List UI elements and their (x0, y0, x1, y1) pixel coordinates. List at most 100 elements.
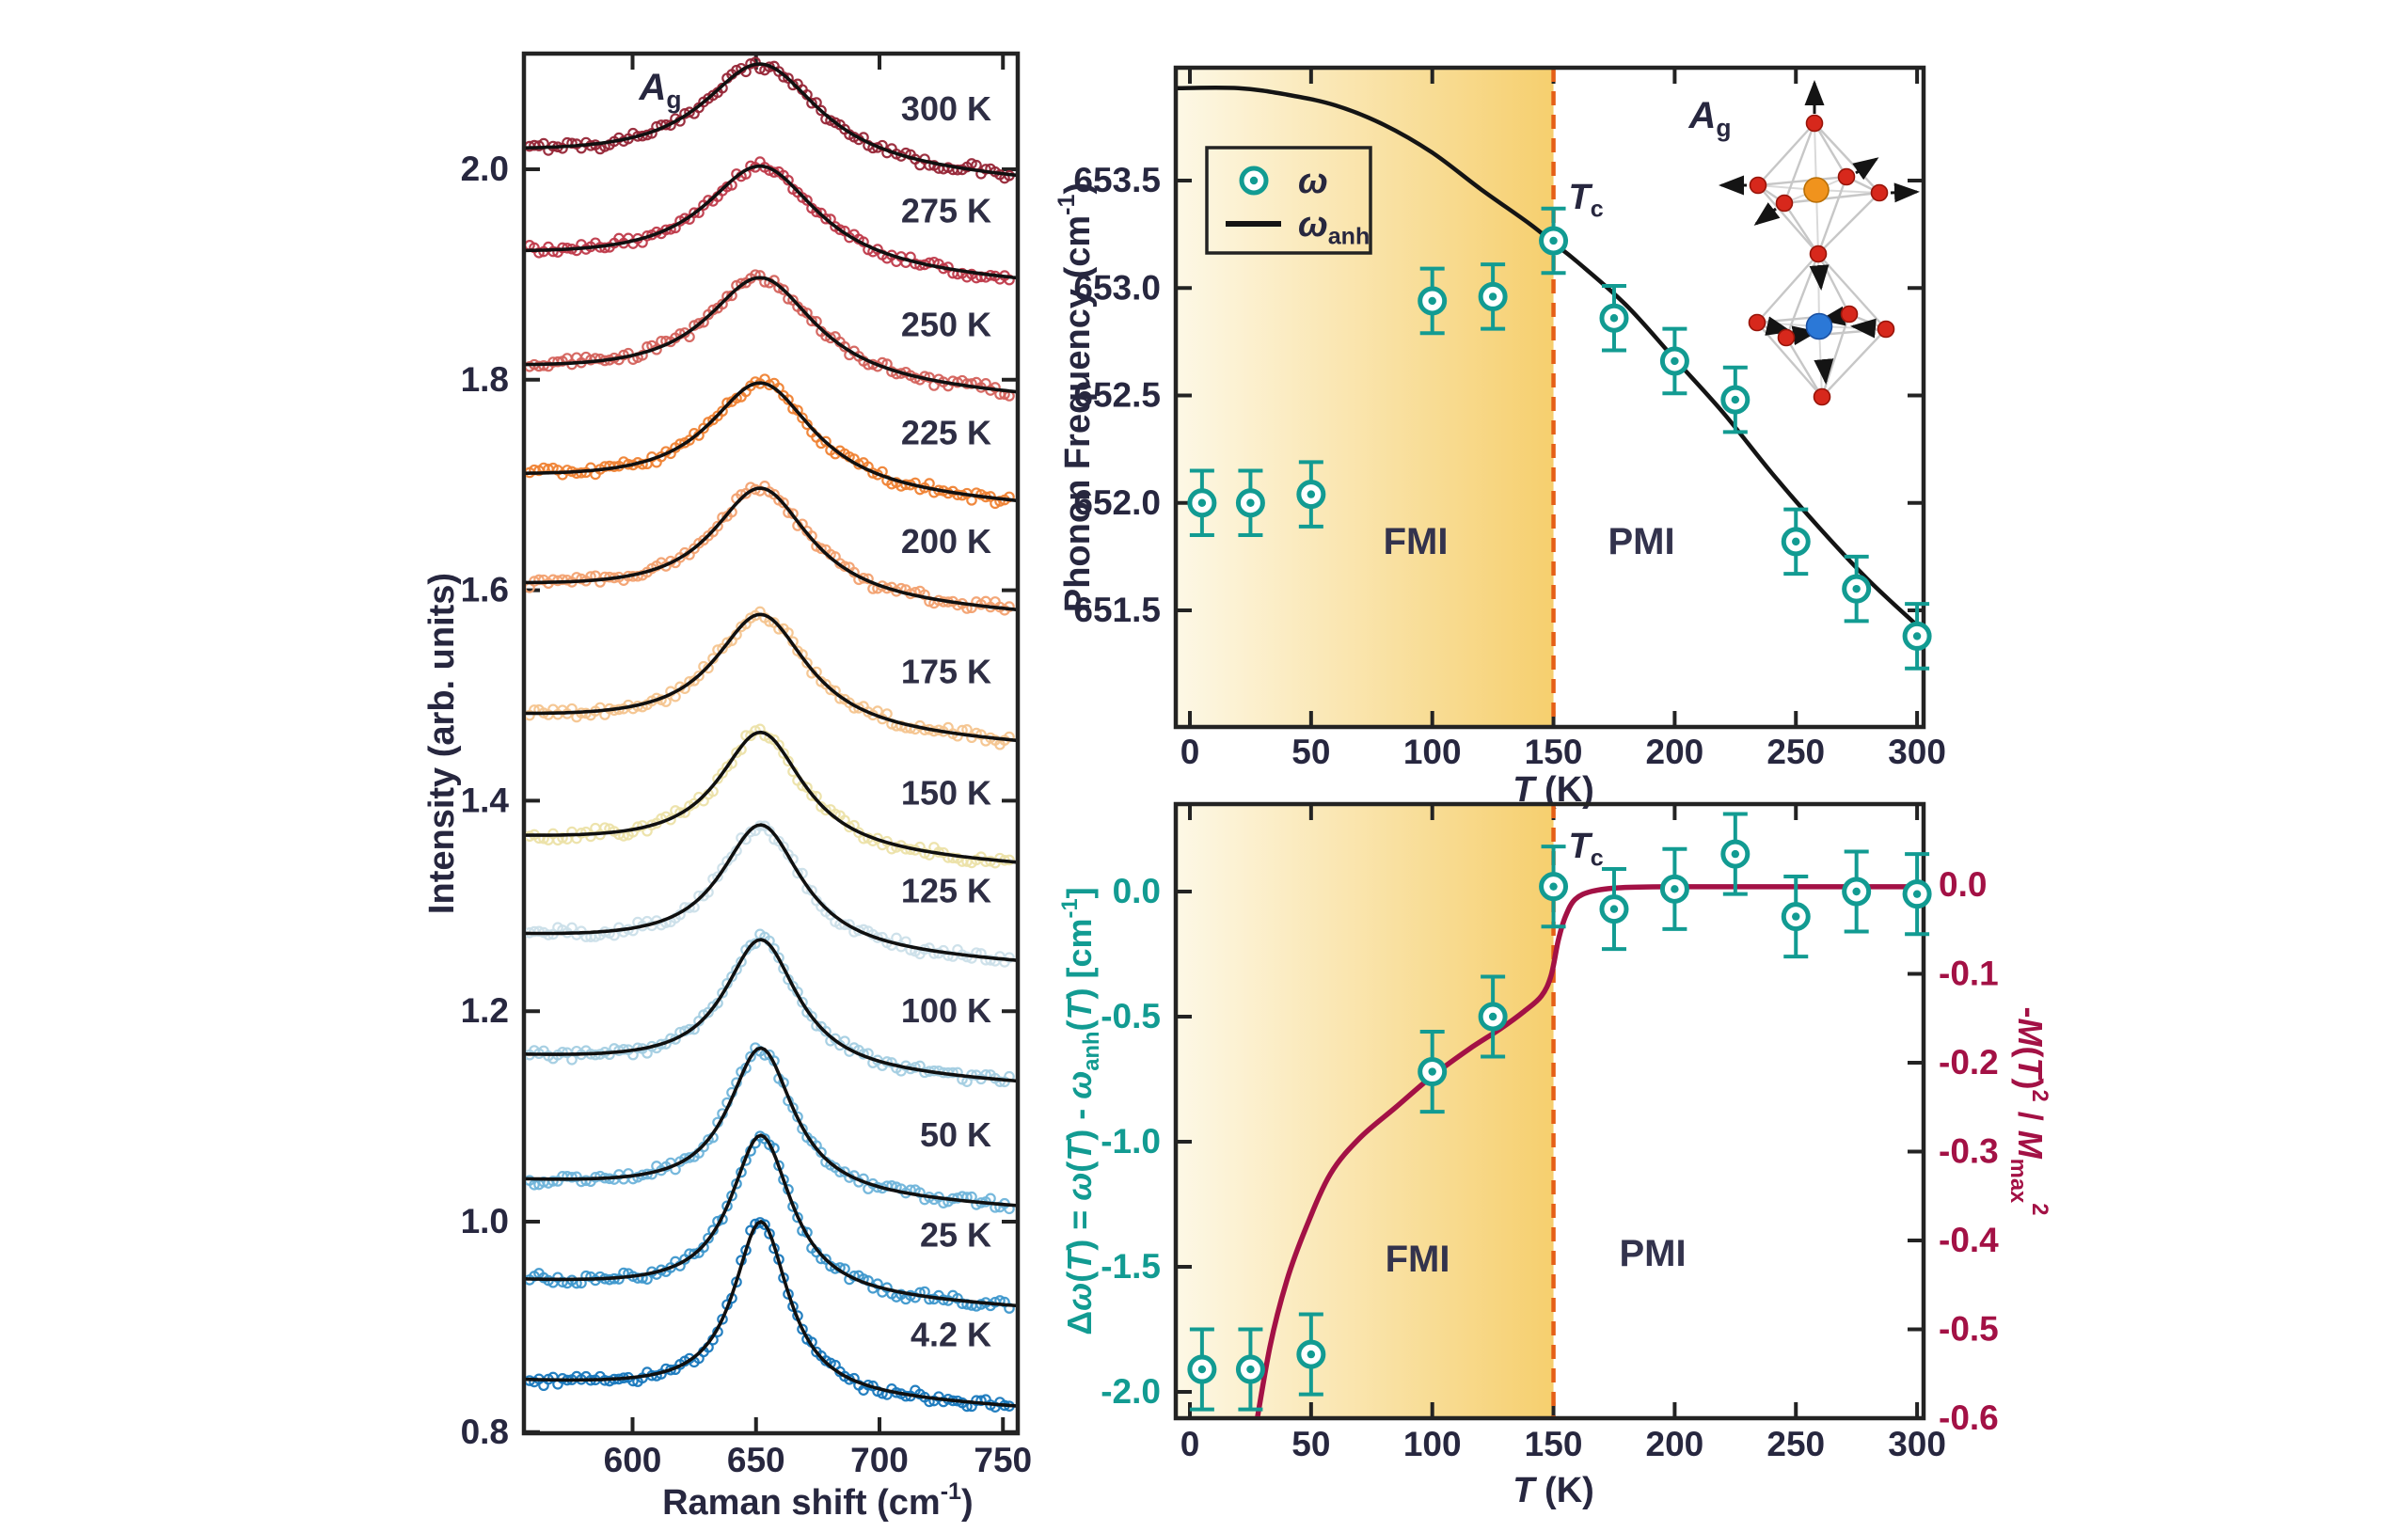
legend-box (1205, 146, 1372, 255)
left-y-axis-title: Δω(T) = ω(T) - ωanh(T) [cm-1] (1057, 887, 1104, 1335)
right-y-tick-label: -0.4 (1939, 1221, 1999, 1259)
oxygen-atom (1809, 245, 1828, 263)
plot-frame (521, 51, 1021, 1436)
omega-marker (1296, 480, 1326, 510)
omega-marker (1478, 281, 1508, 311)
x-tick-label: 250 (1766, 1425, 1825, 1463)
temperature-label: 225 K (901, 414, 991, 452)
delta-omega-marker (1296, 1339, 1326, 1369)
region-label-fmi: FMI (1384, 521, 1449, 562)
spectrum-trace (526, 928, 1016, 1088)
left-y-tick-label: -1.5 (1101, 1247, 1161, 1286)
y-tick-label: 2.0 (461, 150, 509, 188)
delta-omega-marker (1720, 839, 1751, 869)
lorentzian-fit-line (526, 938, 1016, 1083)
lorentzian-fit-line (526, 276, 1016, 394)
legend-omega-label: ω (1298, 162, 1328, 201)
omega-marker (1659, 346, 1689, 376)
left-y-tick-label: -0.5 (1101, 997, 1161, 1035)
spectrum-trace (526, 373, 1016, 510)
center-atom-top (1803, 177, 1830, 203)
right-y-tick-label: -0.6 (1939, 1398, 1999, 1437)
x-tick-label: 50 (1291, 733, 1330, 771)
y-tick-label: 1.8 (461, 360, 509, 399)
right-y-tick-label: -0.3 (1939, 1132, 1999, 1171)
oxygen-atom (1840, 305, 1859, 324)
lorentzian-fit-line (526, 164, 1016, 280)
x-tick-label: 700 (850, 1441, 909, 1479)
delta-omega-marker (1842, 877, 1872, 907)
left-y-tick-label: 0.0 (1113, 872, 1161, 910)
fmi-shaded-region (1176, 68, 1554, 727)
temperature-label: 200 K (901, 522, 991, 561)
y-tick-label: 653.0 (1073, 268, 1161, 307)
x-tick-label: 0 (1180, 1425, 1200, 1463)
oxygen-atom (1748, 313, 1766, 332)
y-tick-label: 651.5 (1073, 591, 1161, 629)
spectrum-data-points (526, 56, 1015, 184)
axis-ticks (1176, 68, 1924, 727)
y-axis-title: Intensity (arb. units) (422, 573, 462, 914)
y-tick-label: 0.8 (461, 1413, 509, 1451)
x-tick-label: 300 (1888, 1425, 1946, 1463)
right-y-tick-label: 0.0 (1939, 865, 1987, 904)
omega-marker (1842, 574, 1872, 604)
omega-marker (1539, 226, 1569, 256)
oxygen-atom (1837, 167, 1856, 186)
tc-label: Tc (1569, 178, 1604, 222)
omega-data-series (1187, 206, 1932, 671)
oxygen-atom (1805, 114, 1824, 133)
omega-marker (1418, 286, 1448, 316)
y-tick-label: 1.6 (461, 571, 509, 609)
lorentzian-fit-line (526, 823, 1016, 962)
lorentzian-fit-line (526, 1046, 1016, 1208)
y-tick-label: 653.5 (1073, 161, 1161, 199)
omega-marker (1599, 303, 1629, 333)
plot-frame (1173, 65, 1926, 730)
right-y-tick-label: -0.1 (1939, 955, 1999, 993)
fmi-shaded-region (1176, 804, 1554, 1418)
lorentzian-fit-line (526, 486, 1016, 611)
lorentzian-fit-line (526, 62, 1016, 178)
delta-omega-marker (1478, 1002, 1508, 1032)
omega-marker (1235, 488, 1265, 518)
spectrum-data-points (526, 1130, 1015, 1314)
oxygen-atom (1813, 387, 1831, 406)
x-tick-label: 300 (1888, 733, 1946, 771)
left-y-tick-label: -2.0 (1101, 1372, 1161, 1411)
delta-omega-marker (1235, 1354, 1265, 1384)
temperature-label: 50 K (920, 1115, 991, 1154)
y-tick-label: 1.0 (461, 1202, 509, 1240)
y-tick-label: 1.2 (461, 991, 509, 1030)
center-atom-bottom (1805, 312, 1833, 340)
temperature-label: 125 K (901, 871, 991, 909)
phonon-mode-label: Ag (638, 67, 681, 114)
y-tick-label: 652.0 (1073, 483, 1161, 522)
delta-omega-marker (1539, 872, 1569, 902)
x-tick-label: 200 (1646, 1425, 1704, 1463)
region-label-fmi: FMI (1386, 1239, 1450, 1280)
x-tick-label: 650 (727, 1441, 785, 1479)
delta-omega-marker (1902, 879, 1932, 909)
spectrum-trace (526, 156, 1016, 286)
left-y-tick-label: -1.0 (1101, 1122, 1161, 1161)
lorentzian-fit-line (526, 730, 1016, 864)
lorentzian-fit-line (526, 612, 1016, 742)
lorentzian-fit-line (526, 1219, 1016, 1408)
temperature-label: 300 K (901, 89, 991, 128)
lorentzian-fit-line (526, 1133, 1016, 1308)
x-tick-label: 0 (1180, 733, 1200, 771)
temperature-label: 25 K (920, 1215, 991, 1254)
x-tick-label: 200 (1646, 733, 1704, 771)
magnetization-curve (1255, 884, 1922, 1416)
region-label-pmi: PMI (1608, 521, 1674, 562)
legend-omega-anh-label: ωanh (1298, 205, 1370, 249)
y-tick-label: 1.4 (461, 781, 510, 819)
x-axis-title: Raman shift (cm-1) (662, 1478, 974, 1523)
tc-label: Tc (1569, 827, 1604, 871)
x-tick-label: 50 (1291, 1425, 1330, 1463)
octahedra-inset (1719, 80, 1920, 406)
spectrum-trace (526, 820, 1016, 968)
region-label-pmi: PMI (1619, 1233, 1686, 1274)
